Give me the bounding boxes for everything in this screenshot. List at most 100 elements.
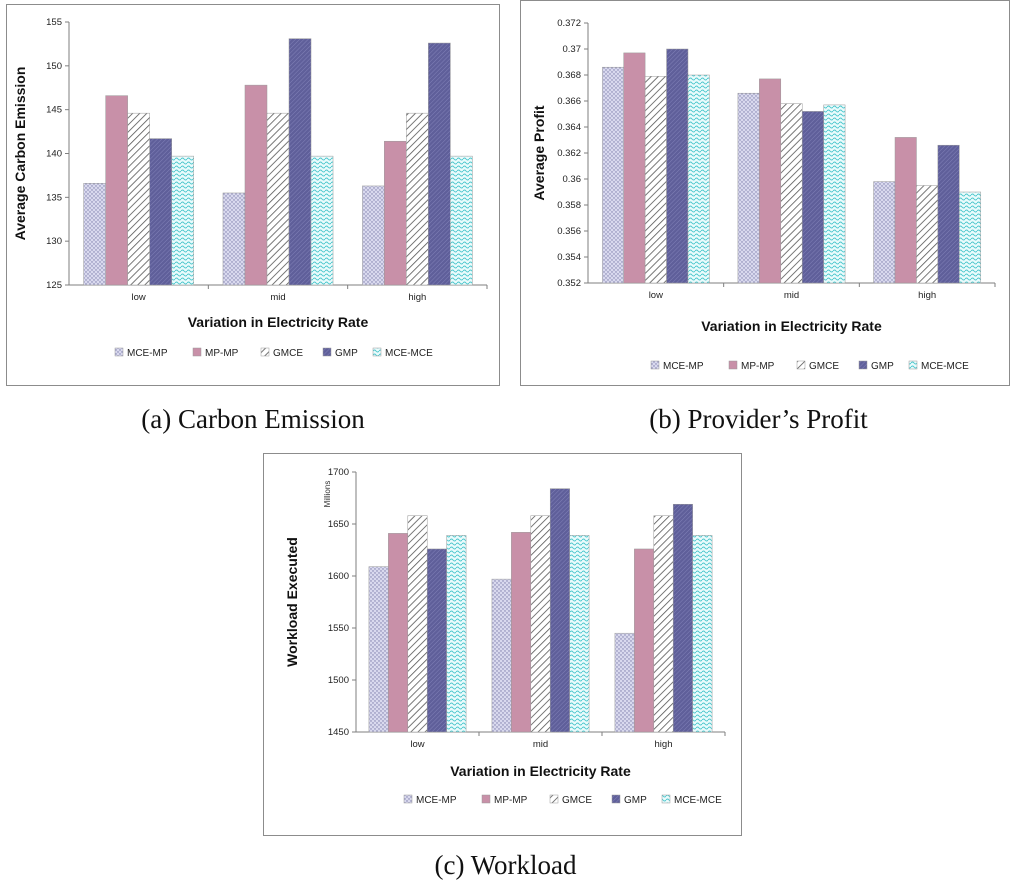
- x-axis-title: Variation in Electricity Rate: [188, 314, 369, 330]
- y-tick-label: 150: [46, 61, 62, 72]
- x-tick-label: high: [655, 739, 673, 750]
- bar-gmce-low: [644, 76, 667, 284]
- legend-swatch-mce-mce: [661, 794, 671, 804]
- y-tick-label: 1500: [328, 675, 349, 686]
- bar-mce-mce-low: [171, 155, 194, 286]
- x-tick-label: low: [649, 290, 663, 301]
- y-tick-label: 140: [46, 149, 62, 160]
- legend-label-gmp: GMP: [624, 795, 647, 806]
- legend-label-mce-mce: MCE-MCE: [385, 348, 433, 359]
- y-tick-label: 1450: [328, 727, 349, 738]
- legend-label-gmce: GMCE: [273, 348, 303, 359]
- y-tick-label: 1700: [328, 467, 349, 478]
- y-axis-title: Average Carbon Emission: [12, 67, 28, 241]
- legend-label-gmce: GMCE: [809, 361, 839, 372]
- y-axis-title: Average Profit: [531, 105, 547, 201]
- bar-mp-mp-high: [384, 140, 407, 286]
- bar-mce-mp-low: [601, 66, 624, 284]
- legend-label-mp-mp: MP-MP: [494, 795, 528, 806]
- bar-gmp-high: [937, 144, 960, 284]
- bar-mp-mp-high: [634, 548, 655, 733]
- x-axis-title: Variation in Electricity Rate: [701, 318, 882, 334]
- bar-mce-mce-mid: [823, 104, 846, 284]
- legend-swatch-mce-mp: [650, 360, 660, 370]
- bar-mce-mp-mid: [222, 192, 246, 286]
- y-tick-label: 0.356: [557, 226, 581, 237]
- y-tick-label: 145: [46, 105, 62, 116]
- legend-swatch-gmce: [260, 347, 270, 357]
- bar-mce-mce-low: [446, 535, 467, 733]
- bar-mp-mp-high: [894, 137, 917, 284]
- bar-mce-mce-mid: [310, 155, 334, 286]
- legend-swatch-gmp: [858, 360, 868, 370]
- legend-swatch-mce-mp: [114, 347, 124, 357]
- bar-gmce-mid: [780, 103, 803, 284]
- chart-panel-workload: 1450 1500 1550 1600 1650 1700 Millions Workload…: [263, 453, 742, 836]
- bar-mce-mp-low: [83, 183, 106, 286]
- bar-mp-mp-low: [388, 533, 409, 733]
- y-tick-label: 0.354: [557, 252, 581, 263]
- bar-mce-mce-high: [692, 535, 713, 733]
- bar-mce-mce-high: [450, 155, 473, 286]
- y-tick-label: 155: [46, 17, 62, 28]
- y-tick-label: 1650: [328, 519, 349, 530]
- x-tick-label: mid: [533, 739, 548, 750]
- legend-label-mp-mp: MP-MP: [205, 348, 239, 359]
- bar-gmce-low: [127, 112, 150, 286]
- bar-gmce-high: [916, 185, 939, 284]
- legend-swatch-gmce: [796, 360, 806, 370]
- legend-swatch-mp-mp: [728, 360, 738, 370]
- bar-mce-mp-high: [614, 632, 635, 733]
- bar-mp-mp-low: [105, 95, 128, 286]
- caption-provider-profit: (b) Provider’s Profit: [649, 404, 868, 434]
- legend-label-gmp: GMP: [871, 361, 894, 372]
- bar-gmp-mid: [801, 111, 824, 284]
- y-tick-label: 130: [46, 236, 62, 247]
- legend-swatch-mce-mp: [403, 794, 413, 804]
- y-axis-title: Workload Executed: [284, 537, 300, 667]
- y-tick-label: 0.352: [557, 278, 581, 289]
- bar-mce-mp-low: [368, 566, 389, 733]
- bar-mce-mp-mid: [491, 578, 512, 733]
- bar-mp-mp-mid: [244, 84, 268, 286]
- y-tick-label: 0.362: [557, 148, 581, 159]
- chart-panel-provider-profit: 0.352 0.354 0.356 0.358 0.36 0.362 0.364 0.366 0…: [520, 0, 1010, 386]
- bar-gmce-high: [406, 112, 429, 286]
- legend-label-mce-mce: MCE-MCE: [921, 361, 969, 372]
- y-tick-label: 0.364: [557, 122, 581, 133]
- bar-mp-mp-mid: [759, 78, 782, 284]
- bar-gmp-low: [426, 548, 447, 733]
- x-tick-label: low: [132, 292, 146, 303]
- bar-gmce-low: [407, 515, 428, 733]
- x-tick-label: high: [408, 292, 426, 303]
- legend-swatch-mp-mp: [192, 347, 202, 357]
- bar-gmp-high: [672, 503, 693, 733]
- chart-carbon-emission: 125 130 135 140 145 150 155 Average Carbon Emis…: [12, 17, 488, 359]
- chart-provider-profit: 0.352 0.354 0.356 0.358 0.36 0.362 0.364 0.366 0…: [531, 18, 996, 372]
- legend-swatch-gmp: [611, 794, 621, 804]
- x-axis-title: Variation in Electricity Rate: [450, 763, 631, 779]
- y-tick-label: 0.37: [563, 44, 582, 55]
- y-tick-label: 0.358: [557, 200, 581, 211]
- x-tick-label: mid: [270, 292, 285, 303]
- chart-workload: 1450 1500 1550 1600 1650 1700 Millions Workload…: [284, 467, 726, 806]
- y-tick-label: 0.368: [557, 70, 581, 81]
- y-unit-label: Millions: [323, 481, 332, 508]
- legend-label-mce-mp: MCE-MP: [416, 795, 457, 806]
- legend-label-mce-mp: MCE-MP: [127, 348, 168, 359]
- legend-label-gmp: GMP: [335, 348, 358, 359]
- y-tick-label: 0.36: [563, 174, 582, 185]
- x-tick-label: mid: [784, 290, 799, 301]
- chart-panel-carbon-emission: 125 130 135 140 145 150 155 Average Carbon Emis…: [6, 4, 500, 386]
- y-tick-label: 0.372: [557, 18, 581, 29]
- bar-gmce-high: [653, 515, 674, 733]
- legend-swatch-mp-mp: [481, 794, 491, 804]
- legend-swatch-mce-mce: [372, 347, 382, 357]
- bar-mp-mp-low: [623, 52, 646, 284]
- x-tick-label: low: [410, 739, 424, 750]
- bar-mce-mp-high: [362, 185, 385, 286]
- bar-gmce-mid: [266, 112, 290, 286]
- x-tick-label: high: [918, 290, 936, 301]
- bar-gmp-mid: [549, 488, 570, 733]
- legend-swatch-mce-mce: [908, 360, 918, 370]
